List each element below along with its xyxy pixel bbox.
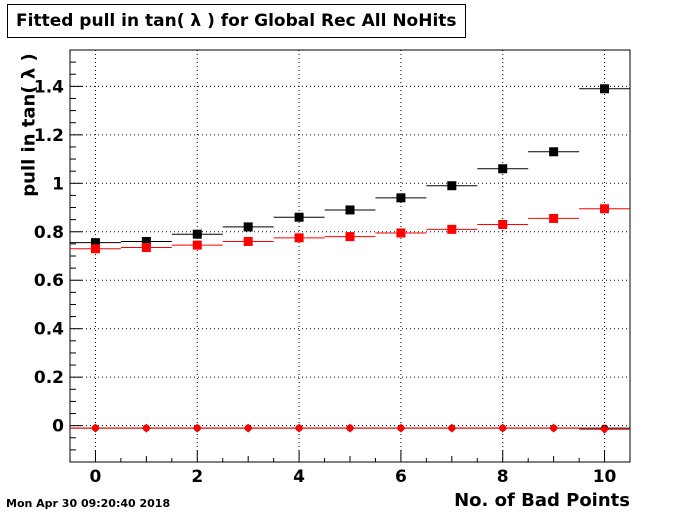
data-point bbox=[243, 236, 253, 246]
y-tick-label: 1.2 bbox=[34, 126, 64, 146]
data-point bbox=[345, 423, 355, 433]
data-point bbox=[192, 229, 202, 239]
data-point bbox=[345, 205, 355, 215]
data-point bbox=[549, 423, 559, 433]
data-point bbox=[192, 423, 202, 433]
x-tick-label: 2 bbox=[191, 467, 203, 487]
data-point bbox=[294, 233, 304, 243]
data-point bbox=[600, 84, 610, 94]
data-point bbox=[294, 423, 304, 433]
data-point bbox=[141, 423, 151, 433]
plot-frame bbox=[69, 49, 631, 463]
x-axis-label: No. of Bad Points bbox=[454, 490, 630, 511]
data-point bbox=[243, 222, 253, 232]
data-point bbox=[141, 243, 151, 253]
y-tick-label: 1 bbox=[52, 174, 64, 194]
data-point bbox=[549, 213, 559, 223]
data-point bbox=[396, 228, 406, 238]
data-point bbox=[90, 423, 100, 433]
y-tick-label: 0 bbox=[52, 417, 64, 437]
timestamp: Mon Apr 30 09:20:40 2018 bbox=[6, 497, 171, 510]
data-point bbox=[294, 212, 304, 222]
data-point bbox=[447, 224, 457, 234]
data-point bbox=[396, 423, 406, 433]
data-point bbox=[600, 204, 610, 214]
data-point bbox=[243, 423, 253, 433]
data-point bbox=[141, 236, 151, 246]
data-point bbox=[498, 164, 508, 174]
y-tick-label: 0.8 bbox=[34, 223, 64, 243]
data-point bbox=[549, 147, 559, 157]
data-point bbox=[90, 244, 100, 254]
y-tick-label: 0.4 bbox=[34, 320, 64, 340]
data-point bbox=[498, 219, 508, 229]
data-point bbox=[396, 193, 406, 203]
data-point bbox=[600, 424, 610, 434]
y-tick-label: 1.4 bbox=[34, 77, 64, 97]
y-tick-label: 0.2 bbox=[34, 368, 64, 388]
data-point bbox=[345, 232, 355, 242]
x-tick-label: 0 bbox=[90, 467, 102, 487]
data-point bbox=[192, 240, 202, 250]
x-tick-label: 8 bbox=[497, 467, 509, 487]
y-axis-label: pull in tan( λ ) bbox=[18, 53, 40, 197]
data-point bbox=[90, 238, 100, 248]
data-point bbox=[447, 181, 457, 191]
y-tick-label: 0.6 bbox=[34, 271, 64, 291]
chart-title: Fitted pull in tan( λ ) for Global Rec A… bbox=[7, 4, 466, 38]
data-point bbox=[498, 423, 508, 433]
x-tick-label: 6 bbox=[395, 467, 407, 487]
data-point bbox=[447, 423, 457, 433]
x-tick-label: 4 bbox=[293, 467, 305, 487]
x-tick-label: 10 bbox=[593, 467, 617, 487]
